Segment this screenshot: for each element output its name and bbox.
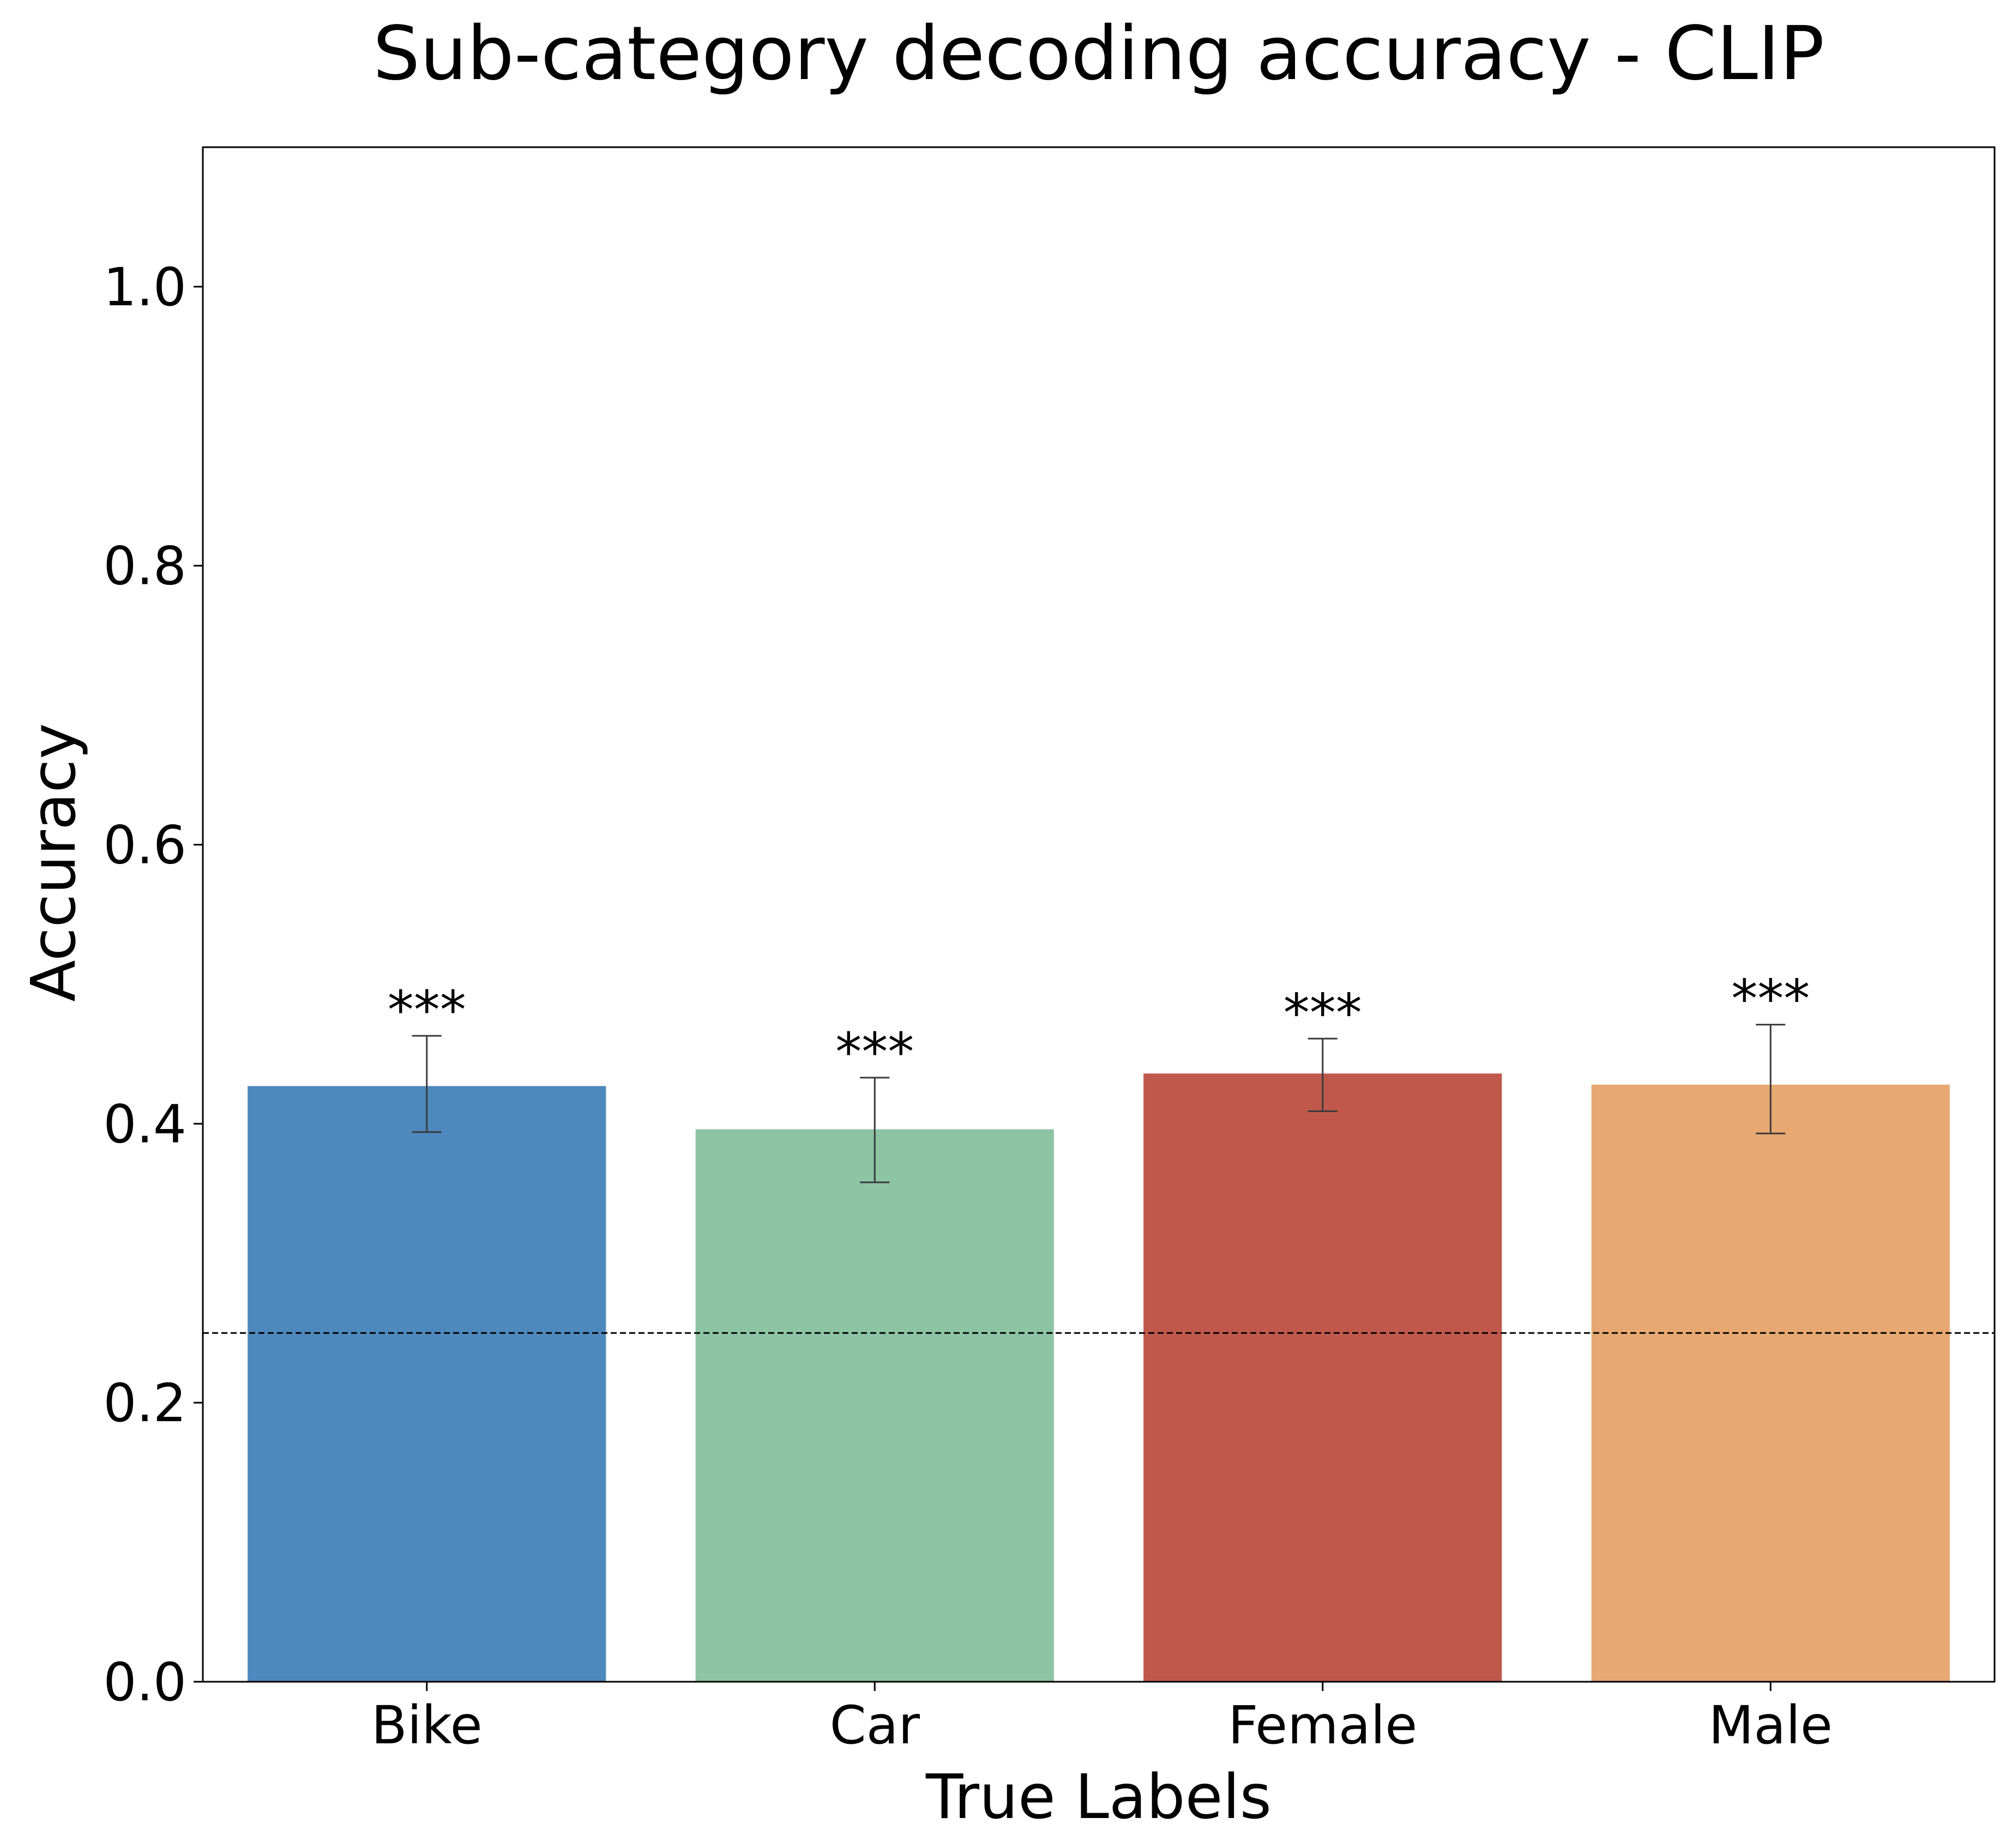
bar-male [1591,1084,1950,1682]
y-tick-label: 0.4 [103,1094,186,1155]
bar-female [1143,1073,1502,1682]
x-tick-label-car: Car [830,1695,920,1756]
bar-bike [248,1086,606,1682]
error-bar-female [1308,1037,1338,1112]
plot-area: *** *** *** *** 0.0 0.2 0.4 0.6 0.8 1.0 Bike Car Fem… [103,146,1996,1756]
y-tick-label: 0.0 [103,1652,186,1713]
significance-label-male: *** [1731,969,1810,1030]
significance-label-car: *** [835,1022,914,1083]
chart-title: Sub-category decoding accuracy - CLIP [373,11,1824,97]
y-tick-label: 0.2 [103,1373,186,1434]
y-tick-label: 1.0 [103,257,186,318]
bar-car [695,1129,1054,1682]
x-tick-label-female: Female [1228,1695,1417,1756]
plot-frame [202,146,1996,1683]
y-tick-label: 0.8 [103,536,186,597]
significance-label-female: *** [1284,982,1362,1043]
y-axis-label: Accuracy [19,723,89,1001]
y-tick-label: 0.6 [103,815,186,876]
x-tick-label-bike: Bike [371,1695,483,1756]
x-axis-label: True Labels [925,1762,1272,1833]
significance-label-bike: *** [388,980,466,1041]
error-bar-male [1756,1024,1786,1134]
error-bar-bike [412,1035,442,1133]
error-bar-car [860,1077,890,1183]
x-tick-label-male: Male [1709,1695,1833,1756]
